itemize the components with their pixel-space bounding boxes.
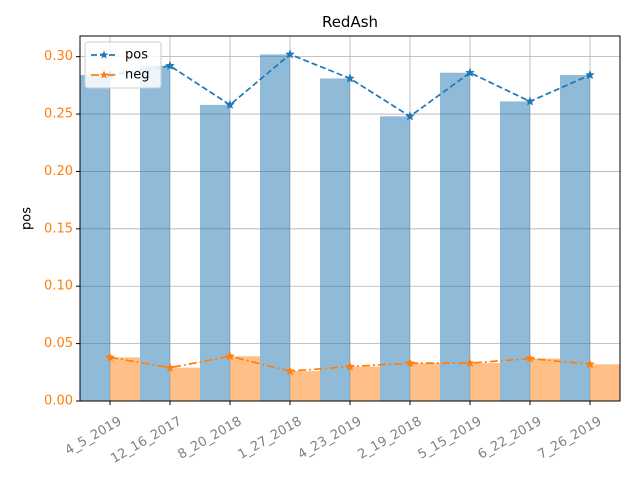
point-neg: [285, 365, 295, 376]
x-tick-label: 1_27_2018: [235, 414, 304, 462]
chart-title: RedAsh: [322, 13, 378, 31]
y-axis-ticks: 0.00 0.05 0.10 0.15 0.20 0.25 0.30: [44, 49, 80, 409]
bar-pos: [320, 78, 350, 401]
y-axis-label: pos: [20, 207, 35, 230]
point-neg: [345, 361, 355, 371]
x-tick-label: 4_23_2019: [295, 414, 364, 462]
x-tick-label: 5_15_2019: [415, 414, 484, 462]
point-neg: [165, 362, 175, 372]
bar-pos: [200, 104, 230, 402]
bar-group: [80, 54, 620, 402]
point-pos: [225, 99, 235, 110]
line-group: [105, 49, 595, 376]
x-tick-label: 8_20_2018: [175, 414, 244, 462]
point-neg: [525, 353, 535, 363]
legend: pos neg: [84, 41, 162, 89]
point-pos: [165, 60, 175, 71]
bar-pos: [140, 65, 170, 401]
bar-neg: [410, 363, 440, 401]
y-tick-label: 0.05: [44, 336, 73, 351]
bar-pos: [80, 75, 110, 402]
y-tick-label: 0.10: [44, 279, 73, 294]
bar-neg: [530, 358, 560, 401]
bar-pos: [380, 116, 410, 401]
bar-neg: [290, 371, 320, 401]
point-pos: [345, 73, 355, 83]
bar-neg: [230, 356, 260, 401]
legend-label-pos: pos: [125, 48, 148, 63]
bar-neg: [350, 366, 380, 401]
point-pos: [285, 49, 295, 59]
bar-pos: [560, 75, 590, 402]
bar-neg: [170, 367, 200, 401]
point-pos: [585, 69, 595, 80]
x-tick-label: 6_22_2019: [475, 414, 544, 462]
point-neg: [465, 357, 475, 368]
y-tick-label: 0.20: [44, 164, 73, 179]
bar-neg: [470, 363, 500, 401]
bar-pos: [500, 101, 530, 401]
point-neg: [585, 359, 595, 369]
legend-box: [84, 41, 162, 89]
legend-marker-pos: [99, 50, 109, 59]
bar-pos: [260, 54, 290, 402]
legend-marker-neg: [99, 70, 109, 79]
point-neg: [225, 351, 235, 361]
point-pos: [525, 96, 535, 106]
y-tick-label: 0.25: [44, 107, 73, 122]
bar-pos: [440, 72, 470, 402]
legend-label-neg: neg: [125, 68, 150, 83]
bar-neg: [110, 357, 140, 401]
point-pos: [465, 67, 475, 77]
y-tick-label: 0.15: [44, 221, 73, 236]
x-tick-label: 2_19_2018: [355, 414, 424, 462]
bar-neg: [590, 364, 620, 401]
y-tick-label: 0.30: [44, 49, 73, 64]
x-tick-label: 7_26_2019: [535, 414, 604, 462]
y-tick-label: 0.00: [44, 394, 73, 409]
point-neg: [405, 357, 415, 368]
point-pos: [405, 111, 415, 121]
point-neg: [105, 352, 115, 362]
x-axis-ticks: 4_5_201912_16_20178_20_20181_27_20184_23…: [63, 401, 604, 467]
